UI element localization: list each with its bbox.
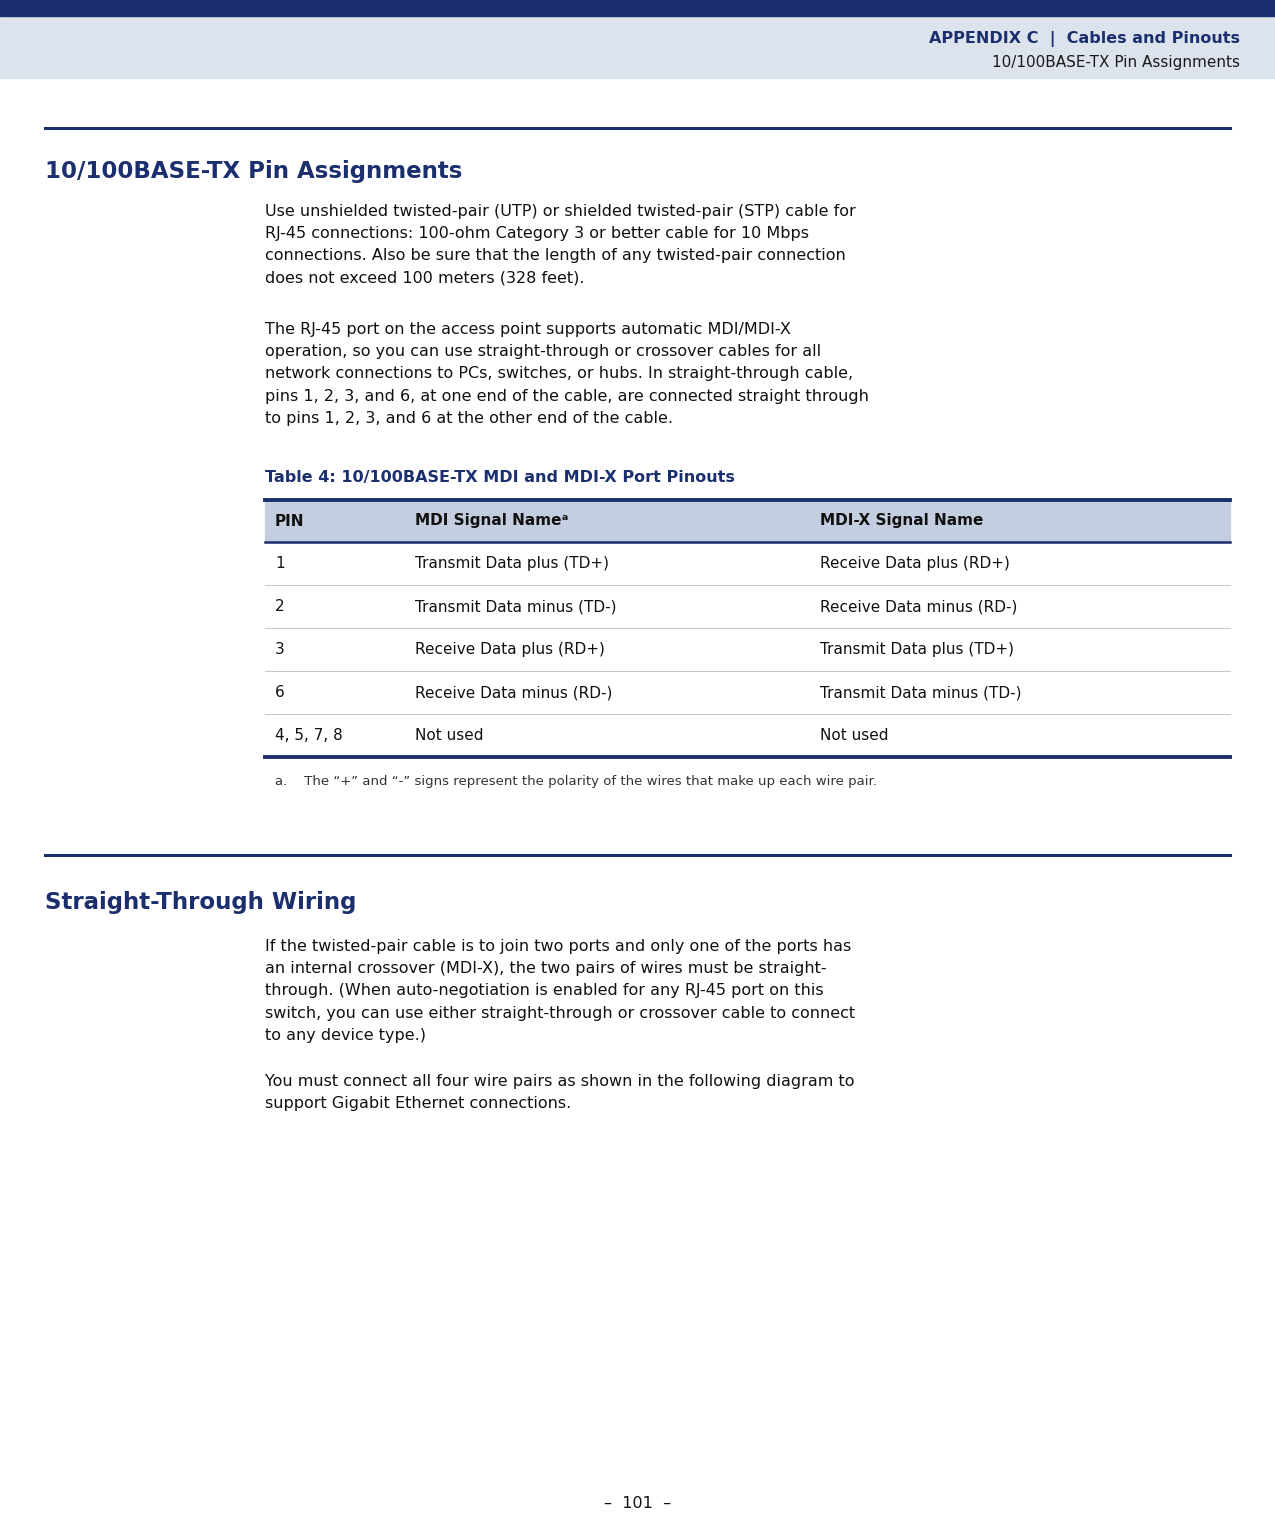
Bar	[265, 714, 1230, 757]
Bar	[265, 499, 1230, 542]
Text: 4, 5, 7, 8: 4, 5, 7, 8	[275, 728, 343, 743]
Bar	[0, 0, 1275, 15]
Text: Straight-Through Wiring: Straight-Through Wiring	[45, 892, 357, 915]
Text: You must connect all four wire pairs as shown in the following diagram to
suppor: You must connect all four wire pairs as …	[265, 1074, 854, 1111]
Text: Not used: Not used	[414, 728, 483, 743]
Text: PIN: PIN	[275, 513, 305, 529]
Text: –  101  –: – 101 –	[604, 1497, 671, 1512]
Text: MDI-X Signal Name: MDI-X Signal Name	[820, 513, 983, 529]
Text: APPENDIX C  |  Cables and Pinouts: APPENDIX C | Cables and Pinouts	[929, 31, 1241, 47]
Text: Transmit Data plus (TD+): Transmit Data plus (TD+)	[820, 642, 1014, 657]
Bar	[265, 542, 1230, 585]
Text: Use unshielded twisted-pair (UTP) or shielded twisted-pair (STP) cable for
RJ-45: Use unshielded twisted-pair (UTP) or shi…	[265, 204, 856, 285]
Text: 2: 2	[275, 599, 284, 614]
Text: If the twisted-pair cable is to join two ports and only one of the ports has
an : If the twisted-pair cable is to join two…	[265, 939, 856, 1043]
Text: MDI Signal Nameᵃ: MDI Signal Nameᵃ	[414, 513, 569, 529]
Bar	[265, 585, 1230, 628]
Text: Transmit Data minus (TD-): Transmit Data minus (TD-)	[820, 685, 1021, 700]
Text: 6: 6	[275, 685, 284, 700]
Text: a.    The “+” and “-” signs represent the polarity of the wires that make up eac: a. The “+” and “-” signs represent the p…	[275, 775, 877, 787]
Text: Receive Data minus (RD-): Receive Data minus (RD-)	[820, 599, 1017, 614]
Text: 10/100BASE-TX Pin Assignments: 10/100BASE-TX Pin Assignments	[992, 55, 1241, 70]
Bar	[265, 671, 1230, 714]
Bar	[0, 15, 1275, 78]
Text: 3: 3	[275, 642, 284, 657]
Text: 10/100BASE-TX Pin Assignments: 10/100BASE-TX Pin Assignments	[45, 159, 463, 182]
Text: Transmit Data minus (TD-): Transmit Data minus (TD-)	[414, 599, 616, 614]
Bar	[265, 628, 1230, 671]
Text: Receive Data minus (RD-): Receive Data minus (RD-)	[414, 685, 612, 700]
Text: 1: 1	[275, 556, 284, 571]
Text: Not used: Not used	[820, 728, 889, 743]
Text: Receive Data plus (RD+): Receive Data plus (RD+)	[820, 556, 1010, 571]
Text: Table 4: 10/100BASE-TX MDI and MDI-X Port Pinouts: Table 4: 10/100BASE-TX MDI and MDI-X Por…	[265, 470, 734, 486]
Text: The RJ-45 port on the access point supports automatic MDI/MDI-X
operation, so yo: The RJ-45 port on the access point suppo…	[265, 322, 868, 426]
Text: Receive Data plus (RD+): Receive Data plus (RD+)	[414, 642, 604, 657]
Text: Transmit Data plus (TD+): Transmit Data plus (TD+)	[414, 556, 609, 571]
